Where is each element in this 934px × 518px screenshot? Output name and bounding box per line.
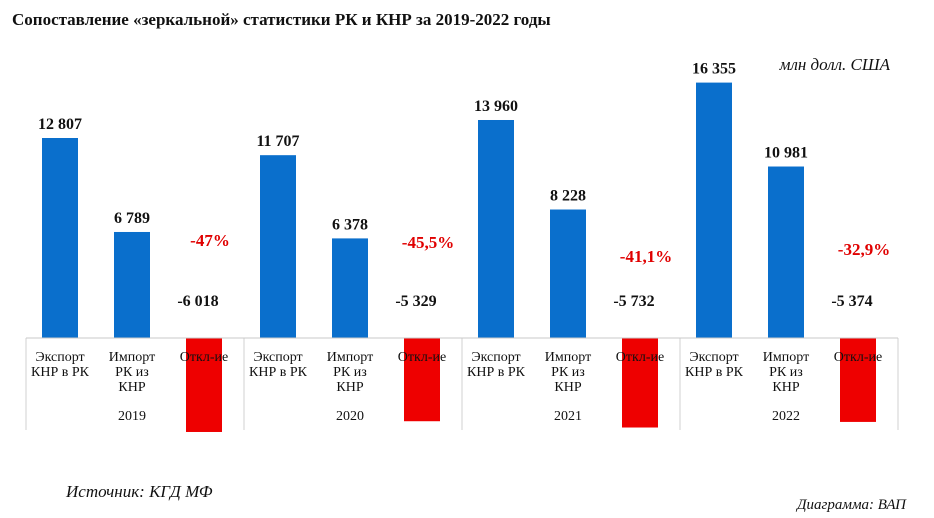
bar-откл-ие-2022 — [840, 338, 876, 422]
category-label: КНР в РК — [249, 365, 308, 380]
data-label: 16 355 — [692, 61, 736, 78]
diagram-credit: Диаграмма: ВАП — [795, 497, 907, 513]
category-label: Экспорт — [253, 350, 302, 365]
source-note: Источник: КГД МФ — [65, 482, 213, 501]
category-label: РК из — [551, 365, 585, 380]
year-label: 2019 — [118, 409, 146, 424]
bar-импорт-рк-из-кнр-2022 — [768, 166, 804, 338]
bar-экспорт-кнр-в-рк-2020 — [260, 155, 296, 338]
bar-экспорт-кнр-в-рк-2022 — [696, 82, 732, 338]
category-label: Откл-ие — [180, 350, 228, 365]
bar-импорт-рк-из-кнр-2019 — [114, 231, 150, 338]
data-label: 6 789 — [114, 210, 150, 227]
category-label: Откл-ие — [398, 350, 446, 365]
year-label: 2021 — [554, 409, 582, 424]
category-label: КНР в РК — [467, 365, 526, 380]
bar-откл-ие-2020 — [404, 338, 440, 422]
data-label: -5 329 — [395, 293, 436, 310]
data-label: -6 018 — [177, 293, 218, 310]
category-label: РК из — [769, 365, 803, 380]
category-label: Импорт — [763, 350, 809, 365]
chart-title: Сопоставление «зеркальной» статистики РК… — [12, 10, 551, 29]
bar-экспорт-кнр-в-рк-2019 — [42, 138, 78, 338]
data-label: -5 732 — [613, 293, 654, 310]
category-label: Импорт — [109, 350, 155, 365]
data-label: 12 807 — [38, 116, 82, 133]
category-label: Импорт — [327, 350, 373, 365]
data-label: 11 707 — [256, 133, 299, 150]
bar-экспорт-кнр-в-рк-2021 — [478, 119, 514, 338]
category-label: РК из — [333, 365, 367, 380]
percent-label: -45,5% — [402, 233, 454, 252]
data-label: 13 960 — [474, 98, 518, 115]
category-label: КНР в РК — [31, 365, 90, 380]
bar-откл-ие-2021 — [622, 338, 658, 428]
bar-импорт-рк-из-кнр-2020 — [332, 238, 368, 338]
category-label: Экспорт — [35, 350, 84, 365]
category-label: Экспорт — [689, 350, 738, 365]
bar-откл-ие-2019 — [186, 338, 222, 432]
category-label: КНР — [118, 380, 145, 395]
category-label: Импорт — [545, 350, 591, 365]
unit-label: млн долл. США — [779, 55, 891, 74]
bar-импорт-рк-из-кнр-2021 — [550, 209, 586, 338]
category-label: Откл-ие — [616, 350, 664, 365]
percent-label: -41,1% — [620, 247, 672, 266]
year-label: 2020 — [336, 409, 364, 424]
category-label: КНР — [554, 380, 581, 395]
category-label: Откл-ие — [834, 350, 882, 365]
data-label: -5 374 — [831, 293, 872, 310]
data-label: 6 378 — [332, 216, 368, 233]
category-label: КНР в РК — [685, 365, 744, 380]
category-label: КНР — [772, 380, 799, 395]
data-label: 10 981 — [764, 145, 808, 162]
category-label: Экспорт — [471, 350, 520, 365]
year-label: 2022 — [772, 409, 800, 424]
category-label: КНР — [336, 380, 363, 395]
percent-label: -32,9% — [838, 240, 890, 259]
percent-label: -47% — [190, 231, 230, 250]
category-label: РК из — [115, 365, 149, 380]
data-label: 8 228 — [550, 188, 586, 205]
